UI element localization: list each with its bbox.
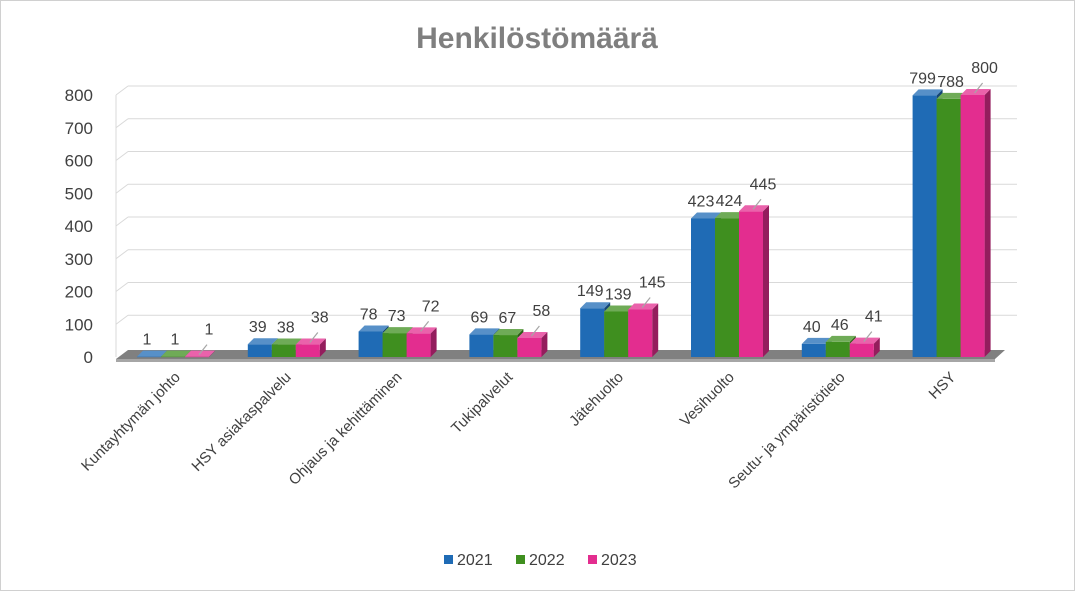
gridline-diagonal xyxy=(115,282,129,292)
data-label: 41 xyxy=(865,309,883,326)
data-label: 788 xyxy=(937,74,964,91)
y-tick-label: 800 xyxy=(65,86,93,105)
y-tick-label: 100 xyxy=(65,315,93,334)
data-label: 145 xyxy=(639,275,666,292)
data-label: 69 xyxy=(471,309,489,326)
bar-2023-3 xyxy=(517,332,548,357)
x-tick-label: Kuntayhtymän johto xyxy=(78,369,184,475)
y-tick-label: 400 xyxy=(65,217,93,236)
leader-line xyxy=(863,331,873,342)
x-tick-label: Ohjaus ja kehittäminen xyxy=(286,369,406,489)
data-label: 72 xyxy=(422,298,440,315)
leader-line xyxy=(641,297,651,308)
gridline-diagonal xyxy=(115,151,129,161)
bar-2022-3 xyxy=(493,329,524,357)
y-tick-label: 600 xyxy=(65,152,93,171)
chart-title: Henkilöstömäärä xyxy=(416,22,658,55)
gridline-diagonal xyxy=(115,183,129,194)
data-label: 800 xyxy=(971,60,998,77)
data-label: 799 xyxy=(909,70,936,87)
bar-2023-4 xyxy=(628,303,659,357)
leader-line xyxy=(309,332,319,343)
x-tick-label: Jätehuolto xyxy=(566,369,627,430)
bars xyxy=(137,89,991,358)
floor-top xyxy=(116,350,1005,359)
legend-label: 2022 xyxy=(529,552,565,569)
data-label: 73 xyxy=(388,308,406,325)
data-label: 1 xyxy=(171,332,180,349)
data-label: 78 xyxy=(360,306,378,323)
data-label: 424 xyxy=(716,193,743,210)
data-label: 445 xyxy=(750,176,777,193)
leader-line xyxy=(974,82,984,94)
data-label: 423 xyxy=(688,193,715,210)
data-label: 38 xyxy=(311,310,329,327)
legend: 2021 2022 2023 xyxy=(444,552,637,569)
bar-2023-2 xyxy=(406,327,437,357)
gridline-diagonal xyxy=(115,249,129,260)
x-tick-label: Tukipalvelut xyxy=(448,368,517,437)
data-label: 67 xyxy=(499,310,517,327)
data-label: 46 xyxy=(831,317,849,334)
gridline-diagonal xyxy=(115,216,129,227)
y-axis-ticks: 0 100 200 300 400 500 600 700 800 xyxy=(65,86,93,367)
legend-item-2023: 2023 xyxy=(588,552,637,569)
gridlines xyxy=(115,85,1017,357)
data-label: 1 xyxy=(205,322,214,339)
data-label: 139 xyxy=(605,286,632,303)
data-label: 39 xyxy=(249,319,267,336)
leader-line xyxy=(420,321,430,332)
bar-2023-1 xyxy=(295,338,326,357)
chart-floor xyxy=(116,350,1005,362)
gridline-diagonal xyxy=(115,118,129,129)
data-label: 149 xyxy=(577,283,604,300)
gridline-diagonal xyxy=(115,85,129,96)
bar-2023-5 xyxy=(739,205,769,357)
legend-item-2022: 2022 xyxy=(516,552,565,569)
data-label: 1 xyxy=(143,332,152,349)
gridline-diagonal xyxy=(115,314,129,325)
leader-line xyxy=(198,344,208,356)
bar-2023-7 xyxy=(960,89,991,357)
x-tick-label: Seutu- ja ympäristötieto xyxy=(725,369,848,492)
leader-line xyxy=(530,325,540,337)
x-tick-label: Vesihuolto xyxy=(677,369,738,430)
leader-line xyxy=(752,198,762,210)
floor-front xyxy=(116,359,995,362)
data-label: 38 xyxy=(277,320,295,337)
legend-swatch xyxy=(588,555,597,564)
legend-label: 2023 xyxy=(601,552,637,569)
x-axis-labels: Kuntayhtymän johto HSY asiakaspalveluOhja… xyxy=(78,368,959,492)
data-label: 40 xyxy=(803,319,821,336)
y-tick-label: 700 xyxy=(65,119,93,138)
y-tick-label: 300 xyxy=(65,250,93,269)
data-label: 58 xyxy=(533,303,551,320)
x-tick-label: HSY xyxy=(926,369,960,403)
y-tick-label: 200 xyxy=(65,283,93,302)
y-tick-label: 500 xyxy=(65,184,93,203)
legend-label: 2021 xyxy=(457,552,493,569)
y-tick-label: 0 xyxy=(84,348,93,367)
legend-item-2021: 2021 xyxy=(444,552,493,569)
x-tick-label: HSY asiakaspalvelu xyxy=(188,369,294,475)
legend-swatch xyxy=(516,555,525,564)
legend-swatch xyxy=(444,555,453,564)
